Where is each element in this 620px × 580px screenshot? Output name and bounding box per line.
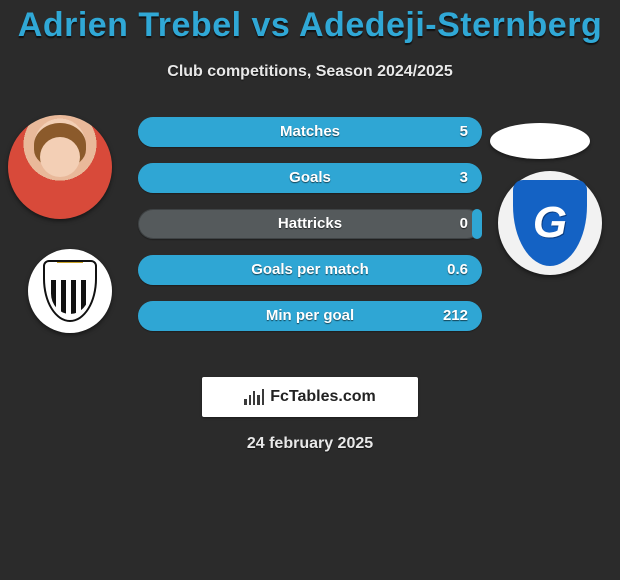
stat-value-right: 212 xyxy=(443,301,468,331)
snapshot-date: 24 february 2025 xyxy=(0,435,620,453)
subtitle: Club competitions, Season 2024/2025 xyxy=(0,63,620,81)
wm-bar xyxy=(249,395,251,405)
stat-label: Matches xyxy=(138,117,482,147)
stat-label: Goals per match xyxy=(138,255,482,285)
stat-value-right: 0 xyxy=(460,209,468,239)
player-right-club-badge: G xyxy=(498,171,602,275)
bar-chart-icon xyxy=(244,389,264,405)
stat-row: Min per goal212 xyxy=(138,301,482,331)
page-title: Adrien Trebel vs Adedeji-Sternberg xyxy=(0,0,620,45)
wm-bar xyxy=(244,399,246,405)
comparison-stage: G Matches5 Goals3 Hattricks0 Goals per matc… xyxy=(0,109,620,369)
stat-row: Goals per match0.6 xyxy=(138,255,482,285)
genk-shield-icon: G xyxy=(513,180,587,266)
stat-rows: Matches5Goals3Hattricks0Goals per match0… xyxy=(138,117,482,347)
stat-row: Matches5 xyxy=(138,117,482,147)
stat-label: Min per goal xyxy=(138,301,482,331)
player-left-photo xyxy=(8,115,112,219)
wm-bar xyxy=(262,389,264,405)
stat-row: Goals3 xyxy=(138,163,482,193)
charleroi-shield-icon xyxy=(43,260,97,322)
watermark: FcTables.com xyxy=(202,377,418,417)
player-right-photo-placeholder xyxy=(490,123,590,159)
watermark-text: FcTables.com xyxy=(270,388,376,406)
wm-bar xyxy=(257,395,259,405)
stat-value-right: 0.6 xyxy=(447,255,468,285)
stat-value-right: 3 xyxy=(460,163,468,193)
player-left-club-badge xyxy=(28,249,112,333)
stat-value-right: 5 xyxy=(460,117,468,147)
wm-bar xyxy=(253,391,255,405)
stat-label: Goals xyxy=(138,163,482,193)
stat-row: Hattricks0 xyxy=(138,209,482,239)
stat-label: Hattricks xyxy=(138,209,482,239)
